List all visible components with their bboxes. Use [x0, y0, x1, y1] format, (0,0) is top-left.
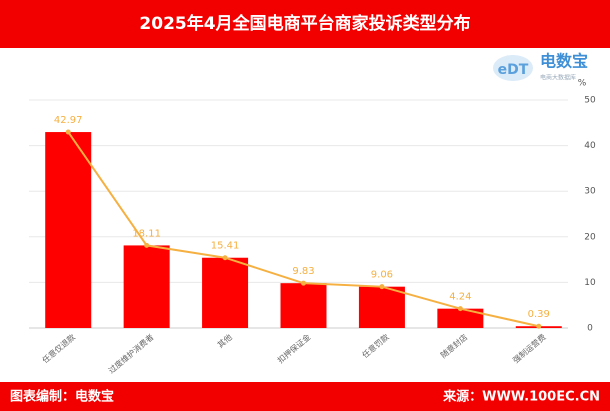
bar: [202, 257, 249, 328]
data-label: 18.11: [132, 228, 161, 239]
bar: [123, 245, 170, 328]
line-point: [65, 129, 71, 135]
line-point: [457, 306, 463, 312]
bar: [45, 132, 92, 328]
logo-mark: eDT: [498, 62, 529, 78]
data-label: 9.83: [292, 266, 314, 277]
data-label: 9.06: [371, 270, 393, 281]
y-tick-label: 0: [587, 324, 593, 334]
data-label: 15.41: [211, 241, 240, 252]
logo-name: 电数宝: [540, 52, 588, 71]
line-point: [144, 242, 150, 248]
line-point: [379, 284, 385, 290]
y-tick-label: 20: [584, 232, 596, 242]
y-tick-label: 10: [584, 278, 596, 288]
bar: [437, 308, 484, 328]
line-point: [536, 323, 542, 329]
logo-cloud: [493, 55, 533, 81]
footer-left: 图表编制：电数宝: [10, 389, 114, 405]
bar: [358, 286, 405, 328]
header-bar: [0, 0, 610, 48]
y-tick-label: 50: [584, 96, 596, 106]
y-tick-label: 30: [584, 187, 596, 197]
y-tick-label: 40: [584, 141, 596, 151]
data-label: 4.24: [449, 292, 471, 303]
chart-title: 2025年4月全国电商平台商家投诉类型分布: [139, 13, 470, 34]
data-label: 0.39: [528, 309, 550, 320]
data-label: 42.97: [54, 115, 83, 126]
logo-tagline: 电商大数据库: [540, 74, 576, 82]
footer-right: 来源：WWW.100EC.CN: [442, 389, 600, 405]
logo: eDT 电数宝 电商大数据库: [493, 52, 588, 82]
line-point: [222, 255, 228, 261]
y-axis-label: %: [578, 79, 587, 89]
footer-bar: [0, 382, 610, 411]
bar: [280, 283, 327, 328]
line-point: [301, 280, 306, 286]
